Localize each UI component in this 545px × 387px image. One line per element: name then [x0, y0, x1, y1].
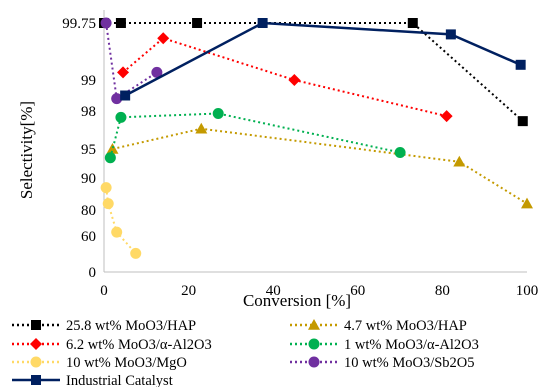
x-tick-label: 80 — [435, 283, 450, 299]
y-tick-label: 99 — [81, 73, 96, 89]
data-point — [394, 146, 406, 158]
data-point — [115, 111, 127, 123]
data-point — [212, 108, 224, 120]
data-point — [453, 155, 466, 167]
x-tick-label: 60 — [350, 283, 365, 299]
series-line — [112, 127, 528, 205]
legend-item-6-2-wt-moo3-al2o3: 6.2 wt% MoO3/α-Al2O3 — [12, 337, 212, 353]
legend-label: Industrial Catalyst — [66, 373, 173, 387]
x-tick-label: 0 — [100, 283, 108, 299]
data-point — [130, 247, 142, 259]
series-4-7-wt-moo3-hap — [106, 122, 533, 209]
series-1-wt-moo3-al2o3 — [104, 108, 406, 164]
series-10-wt-moo3-mgo — [100, 182, 142, 259]
legend-marker — [308, 356, 320, 368]
y-tick-label: 0 — [89, 265, 97, 281]
y-tick-labels: 0 60 80 90 95 98 99 99.75 — [62, 16, 96, 281]
data-point — [157, 32, 170, 45]
y-tick-label: 99.75 — [62, 16, 96, 32]
x-axis-title: Conversion [%] — [243, 291, 351, 310]
legend-marker — [31, 320, 41, 330]
y-axis-title: Selectivity[%] — [17, 101, 36, 199]
legend-label: 6.2 wt% MoO3/α-Al2O3 — [66, 337, 212, 353]
legend-marker — [31, 375, 41, 385]
legend-item-industrial-catalyst: Industrial Catalyst — [12, 373, 173, 387]
axes — [103, 10, 527, 273]
series-layer — [99, 17, 533, 259]
data-point — [440, 110, 453, 123]
series-line — [122, 37, 447, 118]
legend-marker — [30, 356, 42, 368]
series-line — [124, 21, 522, 97]
data-point — [111, 93, 123, 105]
y-tick-label: 98 — [81, 104, 96, 120]
x-tick-label: 40 — [266, 283, 281, 299]
legend-marker — [308, 338, 320, 350]
data-point — [151, 66, 163, 78]
series-line — [105, 22, 158, 101]
x-tick-label: 100 — [516, 283, 539, 299]
legend-label: 1 wt% MoO3/α-Al2O3 — [344, 337, 479, 353]
legend: 25.8 wt% MoO3/HAP 4.7 wt% MoO3/HAP 6.2 wt%… — [12, 318, 479, 387]
data-point — [102, 198, 114, 210]
data-point — [192, 18, 203, 28]
legend-item-10-wt-moo3-sb2o5: 10 wt% MoO3/Sb2O5 — [290, 355, 475, 371]
legend-marker — [30, 338, 42, 350]
data-point — [100, 17, 112, 29]
y-tick-label: 80 — [81, 203, 96, 219]
legend-label: 10 wt% MoO3/MgO — [66, 355, 187, 371]
legend-label: 10 wt% MoO3/Sb2O5 — [344, 355, 475, 371]
legend-item-25-8-wt-moo3-hap: 25.8 wt% MoO3/HAP — [12, 318, 196, 334]
data-point — [100, 182, 112, 194]
legend-item-4-7-wt-moo3-hap: 4.7 wt% MoO3/HAP — [290, 318, 467, 334]
legend-label: 25.8 wt% MoO3/HAP — [66, 318, 196, 334]
data-point — [120, 90, 131, 101]
series-line — [109, 112, 401, 158]
series-10-wt-moo3-sb2o5 — [100, 17, 163, 105]
data-point — [517, 116, 528, 127]
legend-marker — [308, 319, 320, 330]
data-point — [104, 152, 116, 164]
x-tick-label: 20 — [181, 283, 196, 299]
series-industrial-catalyst — [120, 18, 526, 101]
data-point — [445, 29, 456, 40]
data-point — [515, 59, 526, 70]
data-point — [195, 122, 208, 134]
x-tick-labels: 0 20 40 60 80 100 — [100, 283, 538, 299]
legend-item-1-wt-moo3-al2o3: 1 wt% MoO3/α-Al2O3 — [290, 337, 479, 353]
data-point — [115, 18, 126, 28]
y-tick-label: 95 — [81, 142, 96, 158]
data-point — [106, 143, 119, 154]
data-point — [111, 226, 123, 238]
legend-item-10-wt-moo3-mgo: 10 wt% MoO3/MgO — [12, 355, 187, 371]
data-point — [117, 66, 130, 79]
y-tick-label: 60 — [81, 229, 96, 245]
y-tick-label: 90 — [81, 171, 96, 187]
data-point — [288, 74, 301, 86]
data-point — [407, 18, 418, 28]
series-6-2-wt-moo3-al2o3 — [117, 32, 453, 123]
legend-label: 4.7 wt% MoO3/HAP — [344, 318, 467, 334]
data-point — [521, 197, 533, 209]
data-point — [257, 18, 268, 28]
series-line — [105, 187, 137, 255]
series-line — [104, 22, 524, 122]
